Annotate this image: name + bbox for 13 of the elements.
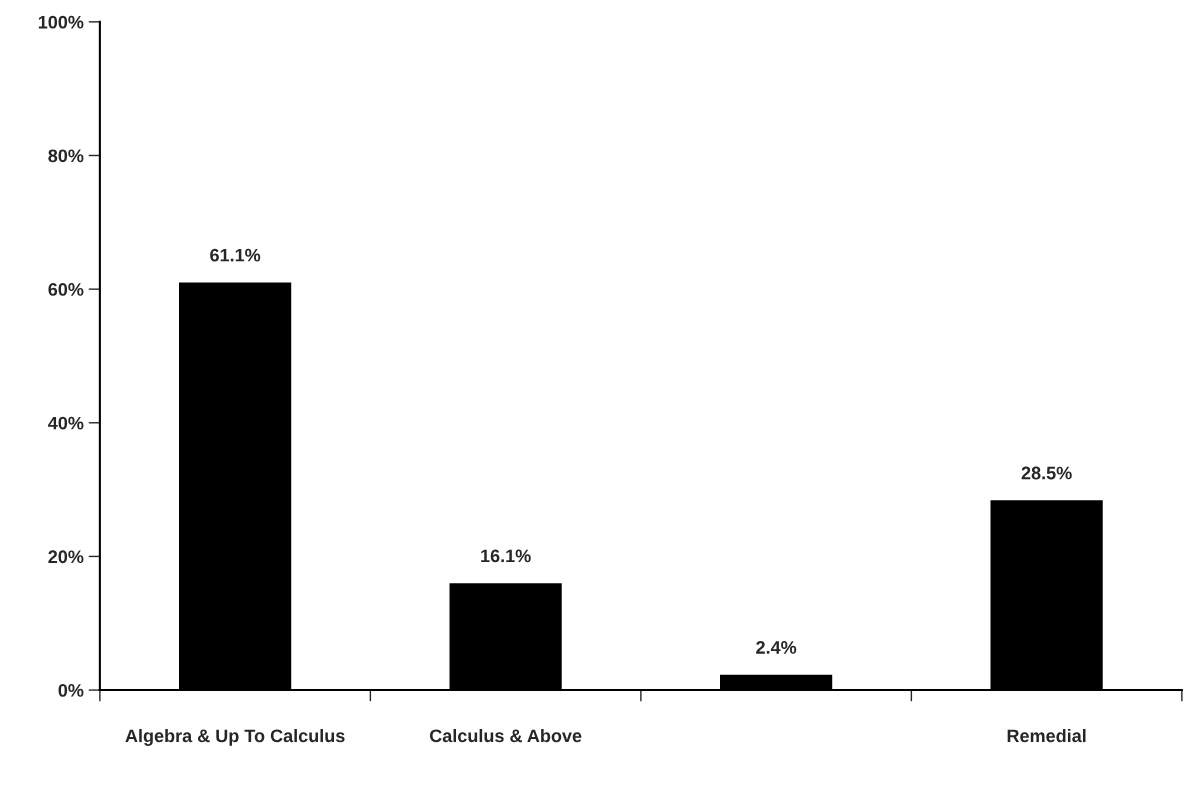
- y-tick-label: 0%: [58, 684, 84, 697]
- y-tick-label: 40%: [48, 416, 84, 430]
- y-tick-label: 20%: [48, 550, 84, 564]
- y-tick-label: 80%: [48, 149, 84, 163]
- x-tick-label: Remedial: [1007, 728, 1086, 743]
- data-label: 16.1%: [481, 549, 531, 563]
- x-tick-label: Calculus & Above: [429, 728, 582, 743]
- y-tick-label: 60%: [48, 283, 84, 296]
- data-label: 61.1%: [210, 248, 261, 262]
- x-tick-label: Algebra & Up To Calculus: [125, 728, 345, 746]
- y-tick-label: 100%: [38, 15, 84, 29]
- data-label: 2.4%: [756, 641, 797, 654]
- data-label: 28.5%: [1021, 466, 1072, 480]
